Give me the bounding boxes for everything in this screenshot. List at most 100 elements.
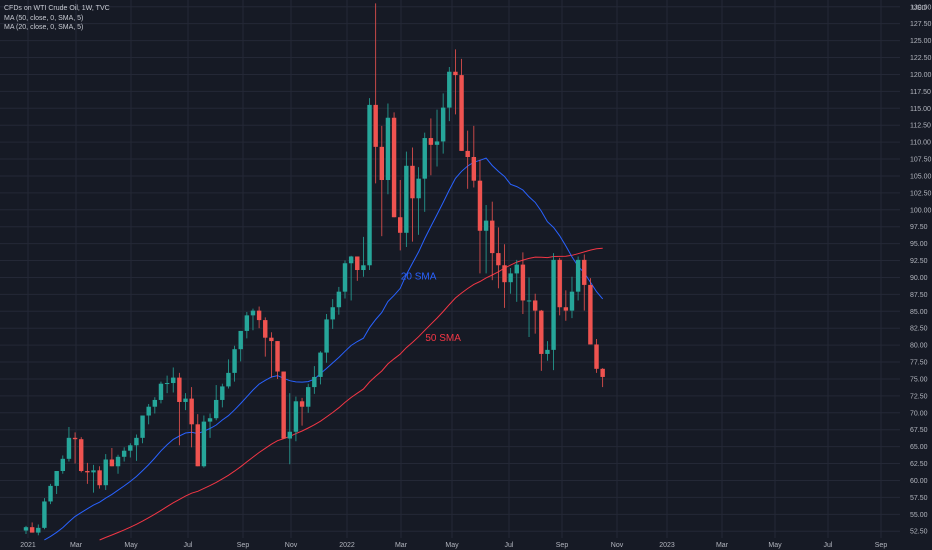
candle-up xyxy=(508,267,513,294)
candle-up xyxy=(54,471,59,495)
candle-body xyxy=(557,259,562,308)
price-tick-label: 57.50 xyxy=(910,495,928,502)
candle-body xyxy=(103,459,108,486)
price-tick-label: 112.50 xyxy=(910,123,931,130)
candle-body xyxy=(256,310,262,321)
candle-body xyxy=(293,401,299,432)
candle-down xyxy=(373,3,378,184)
candle-down xyxy=(410,147,415,242)
candle-body xyxy=(539,310,544,354)
time-tick-label: Mar xyxy=(70,542,83,549)
candle-body xyxy=(128,445,133,451)
ma50-legend[interactable]: MA (50, close, 0, SMA, 5) xyxy=(4,14,84,22)
candle-down xyxy=(281,371,286,439)
candle-up xyxy=(416,167,421,235)
candle-up xyxy=(213,385,219,421)
candle-up xyxy=(483,205,489,274)
candle-body xyxy=(23,527,29,531)
time-tick-label: Jul xyxy=(505,542,514,549)
price-tick-label: 117.50 xyxy=(910,89,931,96)
candle-up xyxy=(42,498,47,530)
candle-body xyxy=(348,256,354,264)
candle-up xyxy=(36,524,41,536)
candle-body xyxy=(477,180,483,231)
candle-body xyxy=(275,341,280,372)
time-tick-label: Sep xyxy=(556,542,569,549)
candle-up xyxy=(575,256,581,301)
price-tick-label: 85.00 xyxy=(910,309,928,316)
candle-body xyxy=(453,71,458,76)
candle-body xyxy=(85,471,90,473)
candle-up xyxy=(250,308,256,331)
candle-up xyxy=(514,259,519,302)
price-tick-label: 90.00 xyxy=(910,275,928,282)
price-tick-label: 130.00 xyxy=(910,4,932,11)
candle-down xyxy=(496,227,501,289)
price-tick-label: 97.50 xyxy=(910,224,928,231)
candle-body xyxy=(109,459,115,467)
candle-down xyxy=(29,522,35,533)
candle-down xyxy=(428,118,434,176)
price-tick-label: 95.00 xyxy=(910,241,928,248)
symbol-title[interactable]: CFDs on WTI Crude Oil, 1W, TVC xyxy=(4,5,110,12)
candle-up xyxy=(91,464,96,493)
price-tick-label: 105.00 xyxy=(910,173,932,180)
candle-up xyxy=(404,151,409,248)
time-tick-label: 2023 xyxy=(659,542,675,549)
candle-down xyxy=(275,341,280,379)
candle-up xyxy=(330,299,335,329)
candle-up xyxy=(545,341,550,361)
price-tick-label: 82.50 xyxy=(910,326,928,333)
time-axis[interactable]: 2021 Mar May Jul Sep Nov 2022 Mar May Jul Sep Nov 20… xyxy=(20,542,887,549)
candle-down xyxy=(520,252,526,315)
price-tick-label: 70.00 xyxy=(910,410,928,417)
candle-up xyxy=(551,253,556,371)
candle-down xyxy=(465,130,470,189)
candle-body xyxy=(422,138,427,179)
candle-body xyxy=(287,431,292,439)
time-tick-label: 2021 xyxy=(20,542,36,549)
price-tick-label: 75.00 xyxy=(910,376,928,383)
candle-body xyxy=(465,150,470,158)
candle-body xyxy=(582,259,587,285)
candle-body xyxy=(66,437,72,459)
candle-body xyxy=(183,398,188,402)
price-axis[interactable]: 52.50 55.00 57.50 60.00 62.50 65.00 67.50 70.00… xyxy=(910,4,932,535)
candle-body xyxy=(164,383,170,385)
candle-body xyxy=(48,485,53,502)
candle-body xyxy=(385,117,391,181)
candle-body xyxy=(342,263,348,292)
candle-body xyxy=(330,307,335,320)
candle-body xyxy=(97,470,102,486)
candle-body xyxy=(226,372,231,387)
candle-up xyxy=(146,404,151,425)
time-tick-label: Sep xyxy=(875,542,888,549)
candle-body xyxy=(391,117,397,218)
candle-up xyxy=(183,393,188,411)
candle-down xyxy=(379,125,385,237)
candle-down xyxy=(563,290,569,321)
candle-body xyxy=(244,315,250,331)
candle-body xyxy=(545,349,550,354)
ma20-legend[interactable]: MA (20, close, 0, SMA, 5) xyxy=(4,24,84,31)
candle-up xyxy=(115,454,121,474)
candle-down xyxy=(256,306,262,329)
candle-body xyxy=(508,273,513,283)
candle-body xyxy=(428,138,434,145)
candle-up xyxy=(569,276,575,319)
candle-body xyxy=(36,527,41,533)
candle-body xyxy=(434,141,440,145)
candle-body xyxy=(324,319,329,353)
candle-body xyxy=(526,300,532,302)
candle-up xyxy=(171,367,176,393)
price-tick-label: 122.50 xyxy=(910,55,932,62)
time-tick-label: Mar xyxy=(716,542,729,549)
candle-down xyxy=(502,244,507,308)
candle-up xyxy=(158,381,164,404)
candle-body xyxy=(269,337,274,342)
candle-body xyxy=(336,291,342,308)
price-tick-label: 92.50 xyxy=(910,258,928,265)
candle-body xyxy=(490,220,495,254)
